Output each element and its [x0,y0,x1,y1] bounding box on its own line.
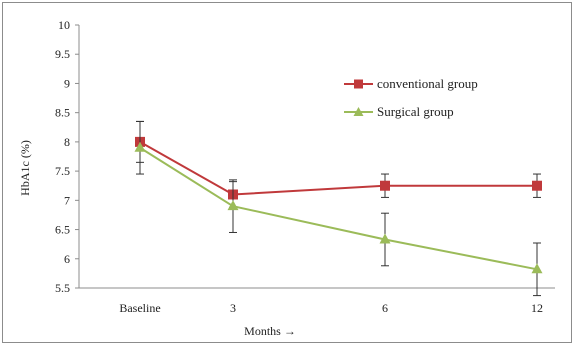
data-point-marker [532,180,542,191]
legend: conventional group Surgical group [344,76,478,119]
x-tick-label: 3 [230,301,236,315]
x-axis-title: Months → [244,324,296,338]
y-tick-label: 5.5 [55,281,70,295]
y-tick-label: 9 [64,76,70,90]
y-tick-label: 8 [64,135,70,149]
series-conventional [135,120,542,208]
legend-label-conventional: conventional group [377,76,478,91]
y-tick-label: 7 [64,193,70,207]
y-tick-label: 6.5 [55,223,70,237]
data-point-marker [531,263,543,274]
chart-frame [2,2,572,343]
series-line [139,141,537,196]
y-axis: 5.5 6 6.5 7 7.5 8 8.5 9 9.5 10 [55,18,80,295]
legend-label-surgical: Surgical group [377,104,454,119]
data-point-marker [380,180,390,191]
series-line [139,146,538,271]
y-tick-label: 7.5 [55,164,70,178]
y-tick-label: 6 [64,252,70,266]
data-point-marker [227,200,239,211]
y-axis-title: HbA1c (%) [18,140,32,196]
series-layer [134,120,543,297]
legend-marker-conventional [354,79,363,89]
series-surgical [134,120,543,297]
x-tick-label: Baseline [119,301,160,315]
data-point-marker [379,233,391,244]
data-point-marker [134,141,146,152]
x-tick-label: 6 [382,301,388,315]
y-tick-label: 8.5 [55,106,70,120]
y-tick-label: 9.5 [55,47,70,61]
legend-marker-surgical [353,107,364,116]
x-axis: Baseline 3 6 12 [79,287,555,315]
y-tick-label: 10 [58,18,70,32]
x-tick-label: 12 [531,301,543,315]
